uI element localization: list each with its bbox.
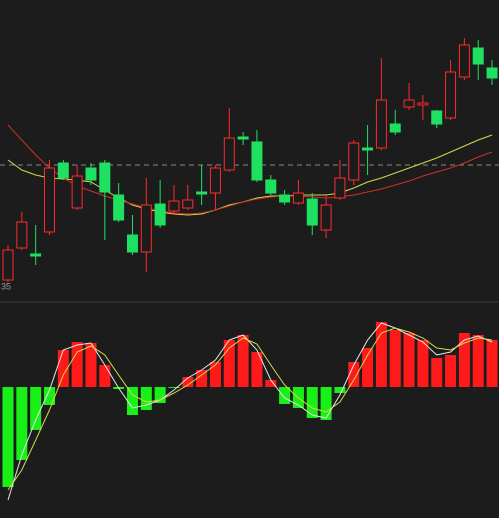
candle-body (320, 204, 332, 231)
histogram-bar (320, 387, 332, 420)
annotation: 35 (1, 281, 11, 291)
histogram-bar (348, 362, 360, 387)
candle-body (71, 175, 83, 209)
candle-body (126, 234, 138, 253)
histogram-bar (403, 333, 415, 387)
candle-body (431, 110, 443, 125)
candle-body (237, 136, 249, 140)
candle-body (209, 167, 221, 194)
candle-body (30, 253, 42, 257)
histogram-bar (196, 370, 208, 387)
histogram-bar (362, 348, 374, 387)
histogram-bar (445, 355, 457, 387)
candle-body (458, 44, 470, 78)
histogram-bar (154, 387, 166, 403)
candle-body (16, 221, 28, 249)
histogram-bar (209, 362, 221, 387)
candle-body (99, 162, 111, 193)
histogram-bar (99, 365, 111, 387)
candle-body (251, 141, 263, 181)
candle-body (334, 177, 346, 199)
candle-body (154, 203, 166, 226)
candle-body (348, 142, 360, 181)
histogram-bar (126, 387, 138, 415)
candle-body (389, 123, 401, 133)
histogram-bar (389, 330, 401, 387)
candle-body (486, 67, 498, 79)
histogram-bar (57, 350, 69, 387)
candle-body (403, 99, 415, 108)
candle-body (57, 162, 69, 179)
histogram-bar (375, 322, 387, 387)
candle-body (472, 47, 484, 65)
candle-body (306, 198, 318, 226)
candle-body (182, 199, 194, 209)
histogram-bar (140, 387, 152, 410)
indicator-line (7, 327, 493, 491)
histogram-bar (182, 377, 194, 387)
histogram-bar (431, 358, 443, 387)
histogram-bar (223, 340, 235, 387)
histogram-bar (279, 387, 291, 404)
histogram-bar (85, 343, 97, 387)
indicator-line (7, 124, 493, 215)
indicator-line (7, 322, 493, 501)
candle-body (375, 99, 387, 149)
histogram-bar (237, 335, 249, 387)
candle-body (417, 102, 429, 106)
candle-body (140, 204, 152, 253)
histogram-bar (265, 380, 277, 387)
candle-body (279, 194, 291, 203)
candle-body (223, 137, 235, 171)
candle-body (292, 192, 304, 204)
histogram-bar (16, 387, 28, 460)
candle-body (2, 249, 14, 281)
candle-body (196, 191, 208, 195)
histogram-bar (472, 335, 484, 387)
candle-body (362, 147, 374, 151)
candle-body (265, 179, 277, 194)
candle-body (85, 167, 97, 181)
histogram-bar (2, 387, 14, 487)
histogram-bar (306, 387, 318, 418)
histogram-bar (168, 387, 180, 388)
histogram-bar (417, 340, 429, 387)
histogram-bar (486, 340, 498, 387)
candle-body (168, 200, 180, 212)
candle-body (445, 71, 457, 119)
histogram-bar (458, 333, 470, 387)
histogram-bar (43, 387, 55, 405)
histogram-bar (251, 352, 263, 387)
histogram-bar (71, 342, 83, 387)
histogram-bar (334, 387, 346, 393)
candle-body (113, 194, 125, 221)
candle-body (43, 167, 55, 233)
histogram-bar (30, 387, 42, 430)
